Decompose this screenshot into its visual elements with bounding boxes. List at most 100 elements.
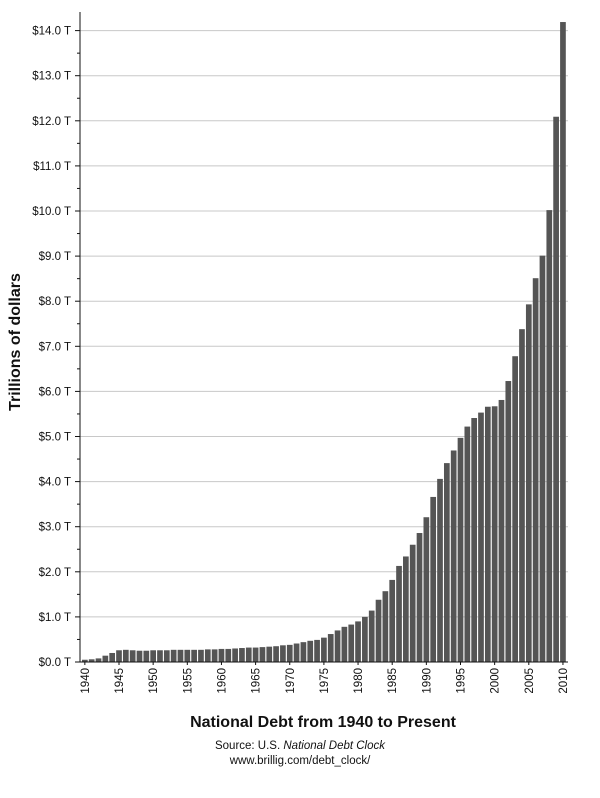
bar-1985 (389, 579, 396, 662)
x-axis-label: National Debt from 1940 to Present (190, 714, 457, 731)
bar-1978 (341, 626, 348, 662)
bar-1958 (204, 649, 211, 662)
source-title: National Debt Clock (283, 740, 386, 752)
bar-1980 (355, 621, 361, 662)
bar-1960 (218, 648, 225, 662)
bars (82, 22, 566, 663)
y-tick-label: $10.0 T (32, 206, 71, 218)
bar-1969 (280, 645, 286, 662)
bar-1997 (471, 418, 478, 662)
x-tick-label: 1975 (319, 668, 331, 694)
bar-1988 (409, 544, 416, 662)
bar-1954 (177, 649, 184, 662)
bar-1971 (293, 643, 300, 662)
bar-1976 (327, 634, 334, 662)
bar-1975 (321, 637, 327, 662)
bar-1972 (300, 642, 307, 662)
x-tick-label: 1940 (80, 668, 92, 694)
bar-1947 (129, 650, 136, 662)
bar-1961 (225, 648, 232, 662)
bar-1962 (232, 648, 238, 662)
bar-2009 (553, 116, 559, 663)
bar-1940 (82, 659, 88, 662)
bar-1963 (239, 648, 245, 662)
source-credit: Source: U.S. National Debt Clock (0, 740, 600, 752)
y-tick-label: $13.0 T (32, 71, 71, 83)
bar-1948 (136, 650, 143, 662)
bar-1951 (157, 650, 163, 662)
x-tick-labels: 1940 1945 1950 1955 1960 1965 1970 1975 1980 1985… (80, 668, 570, 694)
bar-1944 (109, 652, 116, 662)
bar-1984 (382, 591, 389, 662)
bar-1967 (266, 646, 273, 662)
bar-1950 (150, 650, 156, 662)
bar-2010 (560, 22, 566, 662)
bar-1964 (245, 647, 252, 662)
y-tick-label: $9.0 T (39, 251, 71, 263)
bar-2008 (546, 210, 553, 662)
bar-1994 (450, 450, 457, 662)
x-tick-label: 2000 (490, 668, 502, 694)
y-tick-labels: $0.0 T $1.0 T $2.0 T $3.0 T $4.0 T $5.0 T $6.0… (32, 26, 71, 669)
y-tick-label: $14.0 T (32, 26, 71, 38)
bar-1941 (88, 659, 95, 662)
y-tick-label: $1.0 T (39, 612, 71, 624)
bar-1992 (437, 478, 443, 662)
x-tick-label: 1960 (216, 668, 228, 694)
bar-2001 (498, 399, 505, 662)
bar-1953 (170, 649, 177, 662)
bar-1956 (191, 649, 197, 662)
bar-2004 (519, 329, 525, 662)
bar-2002 (505, 381, 512, 662)
bar-1999 (484, 406, 491, 662)
bar-1959 (211, 649, 218, 662)
bar-2006 (532, 278, 539, 662)
bar-1977 (334, 630, 341, 662)
bar-1945 (116, 650, 122, 662)
bar-1996 (464, 426, 471, 662)
axes (75, 12, 568, 665)
y-tick-label: $12.0 T (32, 116, 71, 128)
x-tick-label: 1970 (285, 668, 297, 694)
bar-2000 (491, 406, 498, 662)
gridlines (80, 30, 568, 618)
source-url: www.brillig.com/debt_clock/ (229, 755, 371, 767)
y-tick-label: $8.0 T (39, 296, 71, 308)
y-tick-label: $11.0 T (33, 161, 71, 173)
x-tick-label: 1945 (114, 668, 126, 694)
source-prefix: Source: U.S. (214, 740, 284, 752)
bar-1942 (95, 658, 102, 662)
x-tick-label: 2010 (558, 668, 570, 694)
x-tick-label: 1955 (182, 668, 194, 694)
bar-1995 (457, 437, 464, 662)
bar-2003 (512, 356, 518, 662)
bar-1989 (416, 533, 423, 662)
x-tick-label: 1950 (148, 668, 160, 694)
bar-1943 (102, 655, 109, 662)
bar-1968 (273, 646, 279, 662)
bar-1957 (198, 649, 204, 662)
x-tick-label: 1985 (387, 668, 399, 694)
y-tick-label: $3.0 T (39, 522, 71, 534)
bar-1998 (478, 412, 484, 662)
y-tick-label: $0.0 T (39, 657, 71, 669)
bar-1970 (286, 644, 293, 662)
bar-1982 (368, 610, 375, 662)
y-tick-label: $5.0 T (39, 432, 71, 444)
bar-2005 (525, 304, 532, 662)
bar-1981 (362, 616, 368, 662)
bar-1990 (423, 517, 430, 662)
bar-1986 (396, 565, 402, 662)
bar-1949 (143, 650, 150, 662)
y-tick-label: $7.0 T (39, 341, 71, 353)
x-tick-label: 2005 (524, 668, 536, 694)
bar-1955 (184, 649, 191, 662)
bar-1979 (348, 624, 355, 662)
bar-2007 (539, 255, 546, 663)
bar-1946 (122, 649, 129, 662)
bar-1966 (259, 647, 266, 662)
x-tick-label: 1990 (421, 668, 433, 694)
bar-1987 (403, 556, 409, 662)
x-tick-label: 1980 (353, 668, 365, 694)
bar-1991 (430, 496, 437, 662)
